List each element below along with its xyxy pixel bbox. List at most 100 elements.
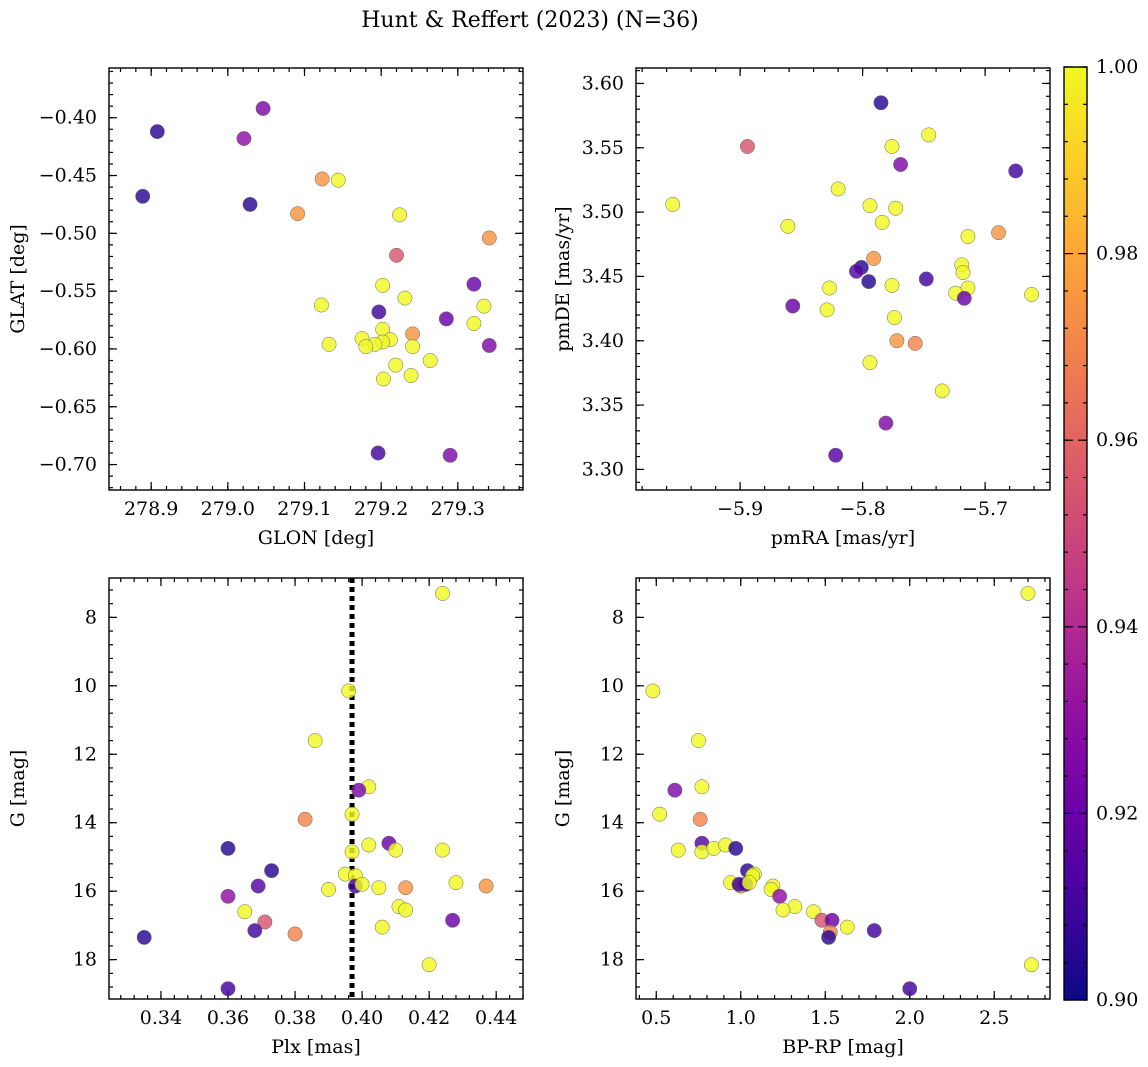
- scatter-point: [220, 840, 236, 856]
- y-tick-label: 12: [600, 743, 624, 765]
- x-tick-label: 0.38: [274, 1007, 316, 1029]
- scatter-point: [398, 880, 414, 896]
- colorbar-tick-label: 0.92: [1096, 802, 1138, 824]
- scatter-point: [1023, 957, 1039, 973]
- scatter-point: [1024, 286, 1040, 302]
- y-tick-label: 3.35: [582, 394, 624, 416]
- scatter-point: [889, 333, 905, 349]
- scatter-point: [819, 302, 835, 318]
- colorbar-tick-label: 0.98: [1096, 243, 1138, 265]
- scatter-point: [242, 196, 258, 212]
- scatter-point: [956, 290, 972, 306]
- scatter-point: [341, 683, 357, 699]
- y-tick-label: 8: [612, 606, 624, 628]
- scatter-point: [220, 981, 236, 997]
- x-tick-label: 1.5: [810, 1007, 840, 1029]
- y-tick-label: 10: [600, 675, 624, 697]
- scatter-point: [476, 298, 492, 314]
- y-tick-label: 14: [73, 812, 97, 834]
- y-tick-label: 12: [73, 743, 97, 765]
- y-axis-label: G [mag]: [552, 750, 574, 828]
- scatter-point: [442, 447, 458, 463]
- scatter-point: [250, 878, 266, 894]
- scatter-point: [375, 277, 391, 293]
- panels-group: 278.9 279.0 279.1 279.2 279.3 −0.40 −0.45 −0.50…: [7, 67, 1051, 1058]
- panel-glon-glat: 278.9 279.0 279.1 279.2 279.3 −0.40 −0.45 −0.50…: [7, 67, 524, 549]
- scatter-point: [741, 875, 757, 891]
- scatter-point: [481, 338, 497, 353]
- scatter-point: [902, 981, 918, 997]
- y-tick-label: 16: [600, 880, 624, 902]
- colorbar-gradient: [1063, 66, 1088, 1001]
- scatter-point: [481, 230, 497, 246]
- scatter-point: [652, 806, 668, 822]
- scatter-point: [1008, 163, 1024, 179]
- x-tick-label: 0.34: [140, 1007, 182, 1029]
- y-tick-label: 18: [600, 949, 624, 971]
- scatter-point: [694, 779, 710, 795]
- scatter-point: [728, 840, 744, 856]
- y-tick-label: 3.60: [582, 72, 624, 94]
- scatter-point: [438, 311, 454, 327]
- scatter-point: [780, 218, 796, 234]
- scatter-point: [422, 353, 438, 368]
- y-axis-label: GLAT [deg]: [7, 224, 29, 334]
- scatter-point: [354, 876, 370, 892]
- x-tick-label: 279.3: [431, 498, 485, 520]
- scatter-point: [371, 304, 387, 320]
- y-tick-label: 3.40: [582, 330, 624, 352]
- scatter-point: [321, 336, 337, 352]
- scatter-point: [403, 368, 419, 383]
- scatter-point: [344, 806, 360, 822]
- scatter-point: [287, 926, 303, 942]
- x-tick-label: −5.9: [717, 498, 763, 520]
- y-tick-label: 3.55: [582, 137, 624, 159]
- scatter-point: [849, 263, 864, 279]
- x-tick-label: −5.8: [840, 498, 886, 520]
- y-tick-label: 10: [73, 675, 97, 697]
- x-tick-label: 0.36: [207, 1007, 249, 1029]
- scatter-point: [918, 271, 934, 287]
- scatter-point: [405, 326, 421, 342]
- scatter-point: [861, 274, 877, 290]
- scatter-point: [290, 206, 306, 222]
- scatter-point: [445, 912, 461, 928]
- scatter-point: [478, 878, 494, 894]
- colorbar-tick-label: 0.94: [1096, 616, 1138, 638]
- y-tick-label: −0.40: [39, 107, 97, 129]
- scatter-point: [405, 339, 421, 355]
- scatter-point: [866, 923, 882, 938]
- y-tick-label: −0.65: [39, 396, 97, 418]
- scatter-point: [307, 733, 323, 749]
- scatter-point: [830, 181, 846, 197]
- y-tick-label: −0.60: [39, 338, 97, 360]
- x-axis-label: BP-RP [mag]: [782, 1036, 904, 1058]
- scatter-point: [374, 919, 390, 935]
- figure-title: Hunt & Reffert (2023) (N=36): [361, 8, 699, 33]
- scatter-point: [822, 280, 837, 296]
- scatter-point: [389, 247, 404, 263]
- scatter-point: [435, 842, 450, 858]
- x-tick-label: 0.44: [475, 1007, 517, 1029]
- scatter-point: [397, 290, 413, 306]
- scatter-point: [330, 172, 346, 188]
- y-tick-label: 8: [85, 606, 97, 628]
- scatter-point: [934, 383, 950, 399]
- y-tick-label: 3.50: [582, 201, 624, 223]
- scatter-point: [388, 842, 404, 858]
- scatter-point: [665, 196, 681, 212]
- scatter-point: [893, 157, 909, 172]
- x-tick-label: 279.0: [201, 498, 255, 520]
- scatter-point: [388, 357, 404, 373]
- scatter-point: [667, 782, 683, 798]
- scatter-point: [448, 875, 464, 891]
- axes-frame: [635, 67, 1051, 491]
- panel-bprp-g: 0.5 1.0 1.5 2.0 2.5 8 10 12 14 16 18 BP-RP [mag] G […: [552, 577, 1051, 1058]
- colorbar-tick-label: 1.00: [1096, 56, 1138, 78]
- y-axis-label: G [mag]: [7, 750, 29, 828]
- scatter-point: [297, 811, 313, 827]
- scatter-point: [313, 297, 329, 313]
- colorbar-tick-label: 0.96: [1096, 429, 1138, 451]
- scatter-point: [371, 880, 387, 896]
